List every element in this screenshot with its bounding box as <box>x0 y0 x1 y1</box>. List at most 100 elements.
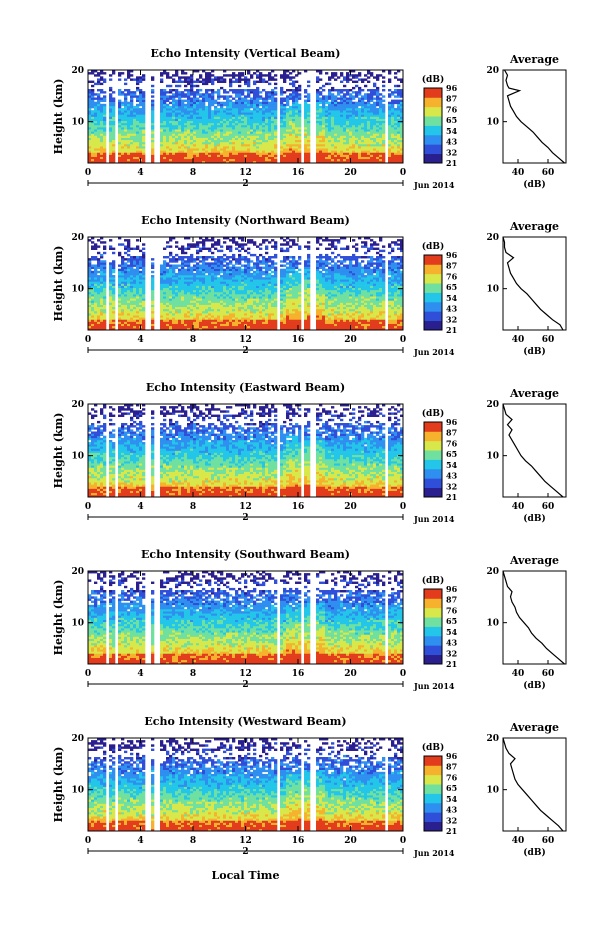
heat-cell <box>181 72 185 75</box>
heat-cell <box>250 122 254 126</box>
heat-cell <box>184 120 188 124</box>
heat-cell <box>217 256 221 259</box>
heat-cell <box>88 146 92 149</box>
heat-cell <box>94 302 98 305</box>
heat-cell <box>229 291 233 295</box>
heat-cell <box>163 116 167 119</box>
heat-cell <box>175 260 179 263</box>
heat-cell <box>109 321 113 324</box>
heat-cell <box>337 135 341 138</box>
colorbar-tick-label: 21 <box>446 158 457 168</box>
heat-cell <box>88 270 92 274</box>
heat-cell <box>298 135 302 138</box>
heat-cell <box>91 156 95 160</box>
heat-cell <box>289 72 293 75</box>
heat-cell <box>229 95 233 98</box>
heat-cell <box>166 291 170 295</box>
heat-cell <box>238 127 242 130</box>
heat-cell <box>292 82 296 86</box>
heat-cell <box>256 135 260 138</box>
heat-cell <box>352 116 356 119</box>
heat-cell <box>292 131 296 134</box>
heat-cell <box>109 120 113 124</box>
heat-cell <box>199 283 203 286</box>
heat-cell <box>118 108 122 111</box>
heat-cell <box>130 313 134 316</box>
heat-cell <box>196 285 200 289</box>
heat-cell <box>184 289 188 293</box>
heat-cell <box>202 156 206 160</box>
heat-cell <box>190 141 194 145</box>
heat-cell <box>376 97 380 100</box>
heat-cell <box>121 139 125 143</box>
heat-cell <box>232 158 236 162</box>
heat-cell <box>88 131 92 134</box>
heat-cell <box>391 120 395 124</box>
heat-cell <box>133 112 137 115</box>
heat-cell <box>118 285 122 289</box>
heat-cell <box>256 141 260 145</box>
heat-cell <box>289 93 293 96</box>
heat-cell <box>127 258 131 261</box>
heat-cell <box>211 103 215 107</box>
heat-cell <box>265 129 269 132</box>
heat-cell <box>97 281 101 284</box>
heat-cell <box>331 143 335 147</box>
heat-cell <box>319 158 323 162</box>
heat-cell <box>352 91 356 94</box>
heat-cell <box>160 108 164 111</box>
heat-cell <box>112 294 116 297</box>
heat-cell <box>172 135 176 138</box>
heat-cell <box>133 289 137 293</box>
heat-cell <box>358 143 362 147</box>
heat-cell <box>361 156 365 160</box>
heat-cell <box>100 108 104 111</box>
heat-cell <box>196 91 200 94</box>
heat-cell <box>169 133 173 136</box>
heat-cell <box>271 97 275 100</box>
heat-cell <box>124 289 128 293</box>
heat-cell <box>130 266 134 269</box>
heat-cell <box>253 154 257 157</box>
heat-cell <box>124 262 128 265</box>
heat-cell <box>208 319 212 322</box>
heat-cell <box>298 110 302 113</box>
heat-cell <box>199 279 203 282</box>
heat-cell <box>133 321 137 324</box>
heat-cell <box>103 300 107 303</box>
heat-cell <box>169 317 173 320</box>
heat-cell <box>316 143 320 147</box>
heat-cell <box>349 78 353 81</box>
heat-cell <box>220 108 224 111</box>
heat-cell <box>217 103 221 107</box>
heat-cell <box>121 260 125 263</box>
heat-cell <box>250 76 254 79</box>
heat-cell <box>121 258 125 261</box>
heat-cell <box>274 99 278 102</box>
heat-cell <box>262 160 266 164</box>
heat-cell <box>136 289 140 293</box>
heat-cell <box>211 310 215 314</box>
heat-cell <box>172 296 176 299</box>
heat-cell <box>190 300 194 303</box>
heat-cell <box>193 319 197 322</box>
heat-cell <box>178 294 182 297</box>
heat-cell <box>337 91 341 94</box>
heat-cell <box>280 89 284 92</box>
heat-cell <box>322 133 326 136</box>
heat-cell <box>319 70 323 73</box>
heat-cell <box>190 82 194 86</box>
heat-cell <box>199 116 203 119</box>
heat-cell <box>190 327 194 331</box>
heat-cell <box>286 150 290 153</box>
heat-cell <box>337 133 341 136</box>
heat-cell <box>319 97 323 100</box>
heat-cell <box>388 89 392 92</box>
heat-cell <box>103 275 107 278</box>
heat-cell <box>229 319 233 322</box>
heat-cell <box>193 258 197 261</box>
heat-cell <box>127 150 131 153</box>
heat-cell <box>127 279 131 282</box>
heat-cell <box>127 272 131 276</box>
heat-cell <box>121 156 125 160</box>
